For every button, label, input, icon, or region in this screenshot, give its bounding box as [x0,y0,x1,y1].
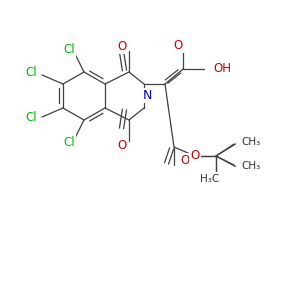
Text: N: N [142,89,152,102]
Text: CH₃: CH₃ [242,136,261,147]
Text: O: O [174,39,183,52]
Text: CH₃: CH₃ [242,160,261,171]
Text: O: O [190,149,200,162]
Text: Cl: Cl [26,111,37,124]
Text: Cl: Cl [63,136,75,149]
Text: H₃C: H₃C [200,173,220,184]
Text: Cl: Cl [26,66,37,79]
Text: Cl: Cl [63,43,75,56]
Text: O: O [118,139,127,152]
Text: O: O [118,40,127,53]
Text: OH: OH [213,62,231,76]
Text: O: O [181,154,190,167]
